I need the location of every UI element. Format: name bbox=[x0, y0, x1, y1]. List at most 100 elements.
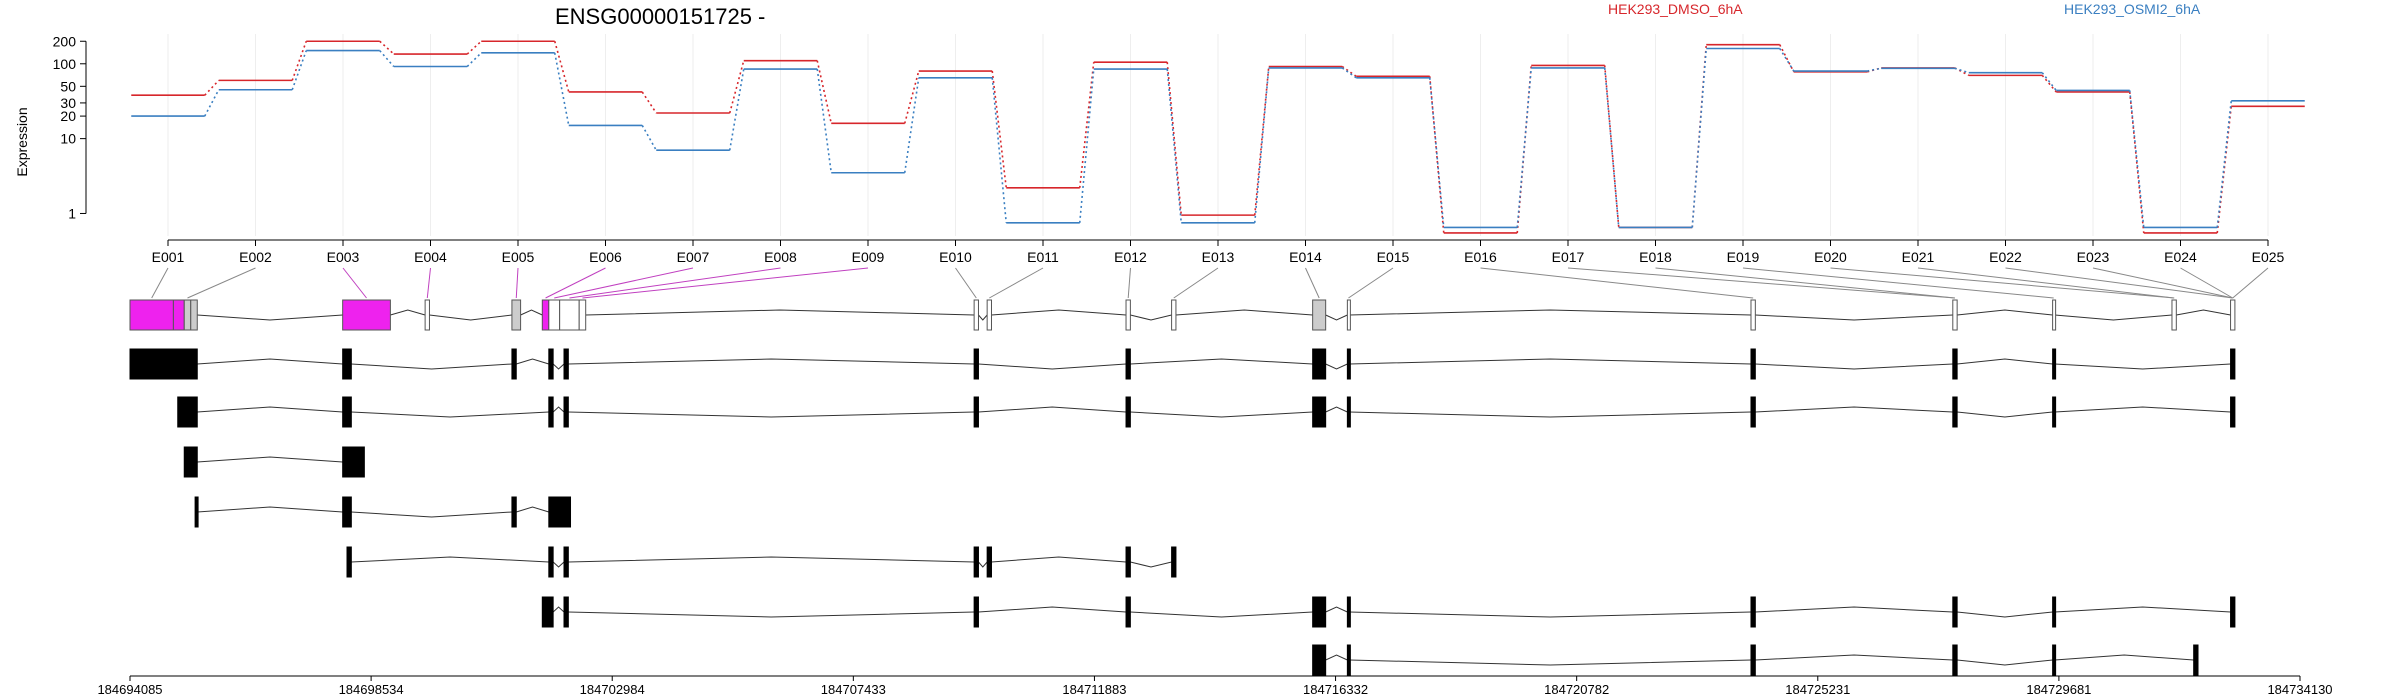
coord-tick-label: 184694085 bbox=[97, 682, 162, 697]
intron bbox=[978, 363, 1127, 370]
x-tick-label: E022 bbox=[1989, 249, 2022, 265]
series-connector bbox=[903, 77, 920, 173]
exon-block bbox=[1312, 644, 1327, 676]
exon-block bbox=[1750, 348, 1756, 380]
x-tick-label: E011 bbox=[1027, 249, 1059, 265]
intron bbox=[2054, 654, 2194, 661]
exon-connector bbox=[2180, 267, 2233, 299]
intron bbox=[978, 314, 988, 321]
x-tick-label: E025 bbox=[2252, 249, 2285, 265]
series-connector bbox=[728, 60, 745, 114]
intron bbox=[568, 556, 975, 563]
intron bbox=[2054, 314, 2173, 321]
exon-block bbox=[2052, 644, 2057, 676]
series-connector bbox=[1954, 67, 1970, 77]
exon-block bbox=[1125, 299, 1131, 331]
intron bbox=[978, 606, 1127, 613]
exon-block bbox=[973, 348, 979, 380]
x-tick-label: E013 bbox=[1202, 249, 1235, 265]
intron bbox=[1130, 411, 1313, 418]
intron bbox=[991, 309, 1127, 316]
exon-block bbox=[424, 299, 430, 331]
series-connector bbox=[991, 77, 1008, 223]
exon-block bbox=[2230, 348, 2236, 380]
series-connector bbox=[1078, 62, 1095, 188]
intron bbox=[1130, 611, 1313, 618]
intron bbox=[2176, 309, 2231, 316]
y-tick-label: 30 bbox=[60, 95, 76, 111]
x-tick-label: E002 bbox=[239, 249, 272, 265]
x-tick-label: E006 bbox=[589, 249, 622, 265]
exon-block bbox=[342, 348, 352, 380]
x-tick-label: E009 bbox=[852, 249, 885, 265]
exon-block bbox=[1346, 644, 1351, 676]
exon-block bbox=[563, 348, 569, 380]
exon-connector bbox=[1917, 267, 2175, 299]
coord-tick-label: 184698534 bbox=[339, 682, 404, 697]
series-connector bbox=[1428, 76, 1445, 233]
exon-block bbox=[511, 496, 517, 528]
series-connector bbox=[291, 40, 308, 81]
exon-connector bbox=[1173, 267, 1219, 299]
series-connector bbox=[2128, 91, 2145, 233]
intron bbox=[1349, 611, 1752, 618]
exon-connector bbox=[2092, 267, 2233, 299]
x-tick-label: E005 bbox=[502, 249, 535, 265]
exon-block bbox=[563, 596, 569, 628]
exon-connector bbox=[1127, 267, 1131, 299]
intron bbox=[1325, 606, 1348, 613]
series-connector bbox=[2216, 100, 2233, 228]
intron bbox=[516, 358, 549, 365]
exon-block bbox=[172, 299, 185, 331]
exon-block bbox=[559, 299, 580, 331]
exon-connector bbox=[426, 267, 431, 299]
intron bbox=[568, 411, 975, 418]
exon-block bbox=[1346, 396, 1351, 428]
intron bbox=[552, 561, 565, 568]
series-connector bbox=[728, 68, 745, 151]
x-tick-label: E023 bbox=[2077, 249, 2110, 265]
x-tick-label: E020 bbox=[1814, 249, 1847, 265]
exon-connector bbox=[1480, 267, 1754, 299]
series-connector bbox=[641, 91, 657, 114]
exon-block bbox=[986, 546, 992, 578]
series-connector bbox=[1078, 68, 1095, 223]
series-connector bbox=[553, 52, 570, 126]
intron bbox=[1349, 358, 1752, 365]
series-connector bbox=[1867, 67, 1882, 72]
exon-block bbox=[2193, 644, 2199, 676]
exon-block bbox=[342, 496, 352, 528]
series-connector bbox=[2041, 74, 2057, 93]
intron bbox=[1130, 561, 1172, 568]
exon-block bbox=[1750, 596, 1756, 628]
exon-block bbox=[1312, 348, 1327, 380]
exon-block bbox=[1750, 396, 1756, 428]
series-connector bbox=[1341, 67, 1357, 79]
intron bbox=[1325, 406, 1348, 413]
intron bbox=[978, 406, 1127, 413]
exon-connector bbox=[1348, 267, 1394, 299]
intron bbox=[197, 506, 343, 513]
intron bbox=[568, 358, 975, 365]
series-connector bbox=[1166, 68, 1183, 223]
series-connector bbox=[991, 70, 1008, 188]
intron bbox=[351, 363, 512, 370]
intron bbox=[552, 606, 565, 613]
intron bbox=[197, 358, 343, 365]
x-tick-label: E012 bbox=[1114, 249, 1147, 265]
intron bbox=[552, 363, 565, 370]
exon-block bbox=[511, 299, 522, 331]
exon-block bbox=[1750, 299, 1756, 331]
exon-connector bbox=[1655, 267, 1956, 299]
series-connector bbox=[1691, 48, 1708, 228]
intron bbox=[1325, 363, 1348, 370]
intron bbox=[1957, 309, 2053, 316]
exon-block bbox=[1312, 396, 1327, 428]
exon-connector bbox=[989, 267, 1044, 299]
exon-block bbox=[548, 546, 554, 578]
series-connector bbox=[1954, 67, 1969, 74]
exon-block bbox=[986, 299, 992, 331]
y-tick-label: 50 bbox=[60, 78, 76, 94]
intron bbox=[351, 511, 512, 518]
series-connector bbox=[2041, 72, 2057, 91]
